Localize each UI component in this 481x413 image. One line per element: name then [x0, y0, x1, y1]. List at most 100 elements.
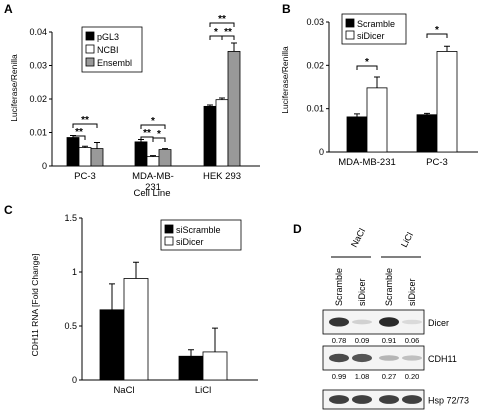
blot-band: [329, 353, 349, 363]
legend-box: [160, 219, 242, 251]
quant-value: 0.09: [355, 336, 370, 345]
lane-label: siDicer: [407, 278, 417, 306]
significance-label: *: [435, 25, 439, 36]
error-bar: [133, 261, 139, 279]
legend-swatch: [345, 18, 355, 28]
panel-c-ylabel: CDH11 RNA [Fold Change]: [30, 254, 40, 357]
panel-c: C CDH11 RNA [Fold Change] 0 0.5 1 1.5 NaCl Li…: [4, 203, 258, 396]
group-label: NaCl: [349, 227, 367, 249]
significance-bracket: [221, 35, 235, 40]
significance-bracket: [140, 124, 166, 129]
significance-bracket: [152, 137, 166, 142]
y-tick-label: 1: [72, 267, 77, 277]
error-bar: [188, 349, 194, 357]
y-tick-label: 0: [319, 147, 324, 157]
legend-swatch: [85, 57, 95, 67]
category-label: 231: [145, 182, 161, 193]
error-bar: [424, 112, 430, 115]
bar-pgl3: [66, 137, 80, 167]
bar-ncbi: [78, 147, 92, 167]
blot-band: [379, 395, 399, 404]
blot-band: [352, 319, 372, 325]
y-tick-label: 0.03: [306, 17, 324, 27]
quant-value: 0.99: [332, 372, 347, 381]
significance-label: **: [218, 14, 226, 25]
blot-band: [379, 355, 399, 361]
blot-band: [329, 317, 349, 327]
legend-label: siScramble: [176, 225, 221, 235]
error-bar: [82, 145, 88, 148]
lane-label: siDicer: [357, 278, 367, 306]
panel-a: A Luciferase/Renilla Cell Line 0 0.01 0.02…: [4, 2, 260, 199]
bar-sidicer: [366, 87, 388, 153]
y-tick-label: 0.02: [29, 94, 47, 104]
y-tick-label: 0.01: [306, 104, 324, 114]
significance-label: *: [214, 27, 218, 38]
bar-sidicer: [202, 351, 228, 381]
significance-label: *: [151, 116, 155, 127]
blot-band: [402, 395, 422, 404]
y-tick-label: 0.04: [29, 27, 47, 37]
legend-swatch: [85, 44, 95, 54]
legend-label: pGL3: [97, 32, 119, 42]
bar-ensembl: [227, 51, 241, 167]
blot-band: [352, 395, 372, 404]
legend-label: Ensembl: [97, 58, 132, 68]
error-bar: [354, 113, 360, 117]
bar-ensembl: [158, 149, 172, 167]
blot-label: CDH11: [428, 354, 457, 364]
category-label: LiCl: [195, 385, 211, 396]
significance-label: **: [81, 115, 89, 126]
panel-c-letter: C: [4, 203, 13, 217]
quant-value: 0.78: [332, 336, 347, 345]
significance-label: **: [224, 27, 232, 38]
legend-label: siDicer: [357, 31, 385, 41]
significance-bracket: [209, 22, 235, 27]
significance-bracket: [72, 123, 98, 128]
error-bar: [219, 97, 225, 100]
significance-label: **: [143, 128, 151, 139]
bar-pgl3: [203, 105, 217, 167]
bar-ncbi: [146, 156, 160, 167]
blot-band: [402, 355, 422, 361]
significance-bracket: [426, 33, 448, 38]
bar-sidicer: [123, 278, 149, 381]
error-bar: [231, 42, 237, 52]
blot-label: Dicer: [428, 318, 449, 328]
panel-d-letter: D: [293, 222, 302, 236]
category-label: MDA-MB-231: [338, 157, 396, 168]
y-tick-label: 0.02: [306, 60, 324, 70]
y-tick-label: 0.01: [29, 128, 47, 138]
y-tick-label: 0.03: [29, 61, 47, 71]
quant-value: 0.20: [405, 372, 420, 381]
error-bar: [94, 142, 100, 149]
y-tick-label: 0: [42, 161, 47, 171]
bar-ncbi: [215, 99, 229, 167]
y-tick-label: 0.5: [64, 321, 77, 331]
bar-sidicer: [436, 51, 458, 153]
panel-d: D NaCl LiCl Scramble siDicer Scramble siDicer…: [293, 222, 469, 410]
legend-label: Scramble: [357, 19, 395, 29]
panel-a-xlabel: Cell Line: [134, 188, 171, 199]
panel-b: B Luciferase/Renilla 0 0.01 0.02 0.03 MDA-MB…: [280, 2, 478, 168]
panel-b-ylabel: Luciferase/Renilla: [280, 46, 290, 114]
significance-label: *: [365, 57, 369, 68]
category-label: NaCl: [113, 385, 134, 396]
error-bar: [150, 155, 156, 157]
panel-b-letter: B: [282, 2, 291, 16]
blot-band: [352, 353, 372, 363]
legend-swatch: [164, 236, 174, 246]
error-bar: [374, 76, 380, 88]
panel-a-ylabel: Luciferase/Renilla: [9, 54, 19, 122]
category-label: PC-3: [74, 171, 96, 182]
error-bar: [212, 327, 218, 352]
bar-scramble: [416, 114, 438, 153]
significance-label: **: [75, 127, 83, 138]
bar-scramble: [346, 116, 368, 153]
error-bar: [109, 283, 115, 310]
y-tick-label: 0: [72, 375, 77, 385]
significance-label: *: [157, 129, 161, 140]
blot-label: Hsp 72/73: [428, 396, 469, 406]
quant-value: 1.08: [355, 372, 370, 381]
